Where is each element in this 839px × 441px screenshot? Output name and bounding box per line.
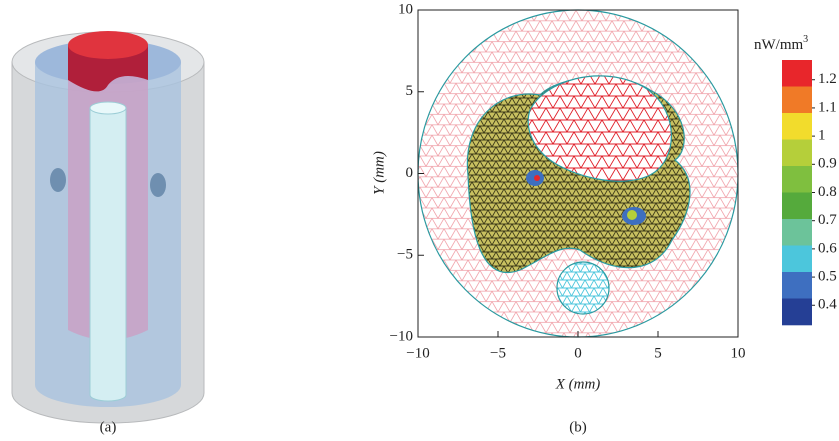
colorbar-swatch bbox=[782, 219, 812, 246]
panel-label: (b) bbox=[569, 419, 587, 435]
colorbar-swatch bbox=[782, 60, 812, 87]
y-tick-label: −10 bbox=[390, 328, 413, 344]
colorbar-swatch bbox=[782, 193, 812, 220]
figure: (a) (b) X (mm) Y (mm) nW/mm3 −10−50510−1… bbox=[0, 0, 839, 441]
colorbar-tick-label: 1.2 bbox=[818, 71, 837, 87]
y-axis-label: Y (mm) bbox=[371, 151, 387, 195]
colorbar-title: nW/mm3 bbox=[754, 34, 808, 53]
colorbar-swatch bbox=[782, 113, 812, 140]
colorbar-swatch bbox=[782, 246, 812, 273]
colorbar-swatch bbox=[782, 299, 812, 326]
colorbar-exponent: 3 bbox=[803, 34, 808, 45]
y-tick-label: 0 bbox=[406, 165, 414, 181]
colorbar-tick-label: 0.9 bbox=[818, 156, 837, 172]
x-tick-label: 5 bbox=[654, 345, 662, 361]
colorbar-tick-label: 1 bbox=[818, 128, 826, 144]
colorbar-tick-label: 0.6 bbox=[818, 240, 837, 256]
x-axis-label: X (mm) bbox=[555, 376, 601, 392]
panel-label: (a) bbox=[100, 419, 117, 435]
colorbar-tick-label: 0.5 bbox=[818, 269, 837, 285]
colorbar-swatch bbox=[782, 87, 812, 114]
colorbar-tick-label: 0.8 bbox=[818, 184, 837, 200]
colorbar-tick-label: 1.1 bbox=[818, 99, 837, 115]
colorbar-tick-label: 0.7 bbox=[818, 212, 837, 228]
mesh bbox=[418, 10, 738, 337]
colorbar-unit: nW/mm bbox=[754, 37, 803, 53]
colorbar-swatch bbox=[782, 272, 812, 299]
colorbar-tick-label: 0.4 bbox=[818, 297, 837, 313]
y-tick-label: 10 bbox=[398, 1, 413, 17]
y-tick-label: 5 bbox=[406, 83, 414, 99]
y-tick-label: −5 bbox=[397, 247, 413, 263]
colorbar-swatch bbox=[782, 166, 812, 193]
cylinder-render bbox=[12, 31, 204, 423]
colorbar-swatch bbox=[782, 140, 812, 167]
x-tick-label: 0 bbox=[574, 345, 582, 361]
x-tick-label: −10 bbox=[406, 345, 429, 361]
x-tick-label: −5 bbox=[490, 345, 506, 361]
x-tick-label: 10 bbox=[731, 345, 746, 361]
